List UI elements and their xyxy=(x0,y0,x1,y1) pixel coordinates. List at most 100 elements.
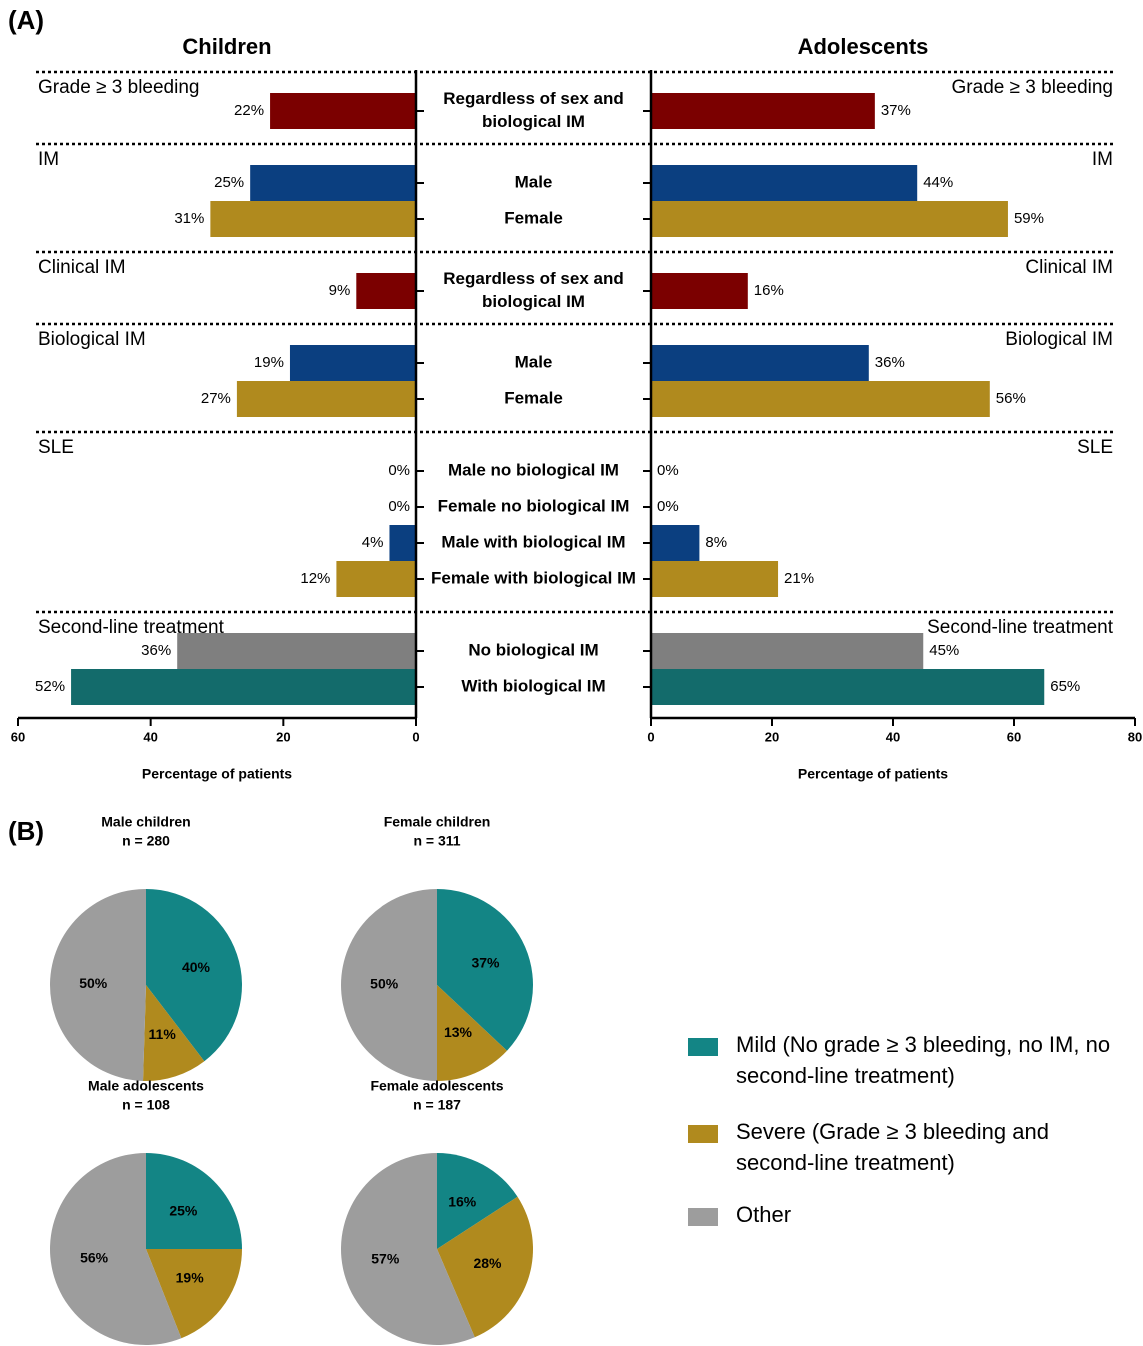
value-label: 57% xyxy=(371,1250,400,1266)
category-label: Regardless of sex and biological IM xyxy=(426,88,641,134)
value-label: 44% xyxy=(923,174,953,191)
bar xyxy=(651,525,700,561)
panel-label: (A) xyxy=(8,5,44,35)
value-label: 52% xyxy=(35,678,65,695)
value-label: 50% xyxy=(370,976,399,992)
bar xyxy=(651,381,990,417)
value-label: 16% xyxy=(448,1193,477,1209)
pie-slice xyxy=(437,985,507,1081)
pie-slice xyxy=(146,889,242,1062)
category-label: Regardless of sex and biological IM xyxy=(426,268,641,314)
value-label: 45% xyxy=(929,642,959,659)
bar xyxy=(651,633,924,669)
value-label: 0% xyxy=(388,462,410,479)
value-label: 16% xyxy=(754,282,784,299)
bar xyxy=(651,345,869,381)
pie-title: Male children xyxy=(101,814,190,830)
legend-label: Mild (No grade ≥ 3 bleeding, no IM, no s… xyxy=(736,1032,1111,1088)
legend-swatch xyxy=(688,1038,718,1056)
pie-title: Male adolescents xyxy=(88,1078,204,1094)
value-label: 37% xyxy=(881,102,911,119)
bar xyxy=(236,381,416,417)
pie-title: Female children xyxy=(384,814,491,830)
value-label: 31% xyxy=(174,210,204,227)
pie-slice xyxy=(49,1153,182,1345)
value-label: 0% xyxy=(388,498,410,515)
bar xyxy=(71,669,417,705)
x-tick-label: 40 xyxy=(143,729,157,744)
pie-title: Female adolescents xyxy=(370,1078,503,1094)
legend-label: Severe (Grade ≥ 3 bleeding and second-li… xyxy=(736,1119,1049,1175)
category-label: Male no biological IM xyxy=(426,459,641,483)
bar xyxy=(651,165,918,201)
category-label: Male xyxy=(426,351,641,375)
bar xyxy=(210,201,416,237)
value-label: 11% xyxy=(149,1026,177,1042)
pie-slice xyxy=(146,1153,242,1249)
x-tick-label: 20 xyxy=(276,729,290,744)
panel-label: (B) xyxy=(8,816,44,846)
bar xyxy=(250,165,416,201)
x-tick-label: 80 xyxy=(1128,729,1142,744)
bar xyxy=(389,525,416,561)
bar xyxy=(651,201,1008,237)
value-label: 12% xyxy=(300,570,330,587)
x-tick-label: 0 xyxy=(647,729,654,744)
group-label: Biological IM xyxy=(38,329,146,350)
panel-title: Adolescents xyxy=(798,34,929,59)
legend-swatch xyxy=(688,1208,718,1226)
value-label: 28% xyxy=(473,1255,502,1271)
pie-slice xyxy=(437,1196,534,1338)
group-label: Grade ≥ 3 bleeding xyxy=(38,77,199,98)
value-label: 8% xyxy=(705,534,727,551)
pie-slice xyxy=(341,889,437,1081)
group-label: SLE xyxy=(1077,437,1113,458)
value-label: 4% xyxy=(362,534,384,551)
group-label: Second-line treatment xyxy=(38,617,225,638)
x-tick-label: 60 xyxy=(1007,729,1021,744)
group-label: IM xyxy=(1092,149,1113,170)
value-label: 0% xyxy=(657,462,679,479)
category-label: No biological IM xyxy=(426,639,641,663)
pie-slice xyxy=(49,889,146,1081)
pie-slice xyxy=(437,889,533,1051)
category-label: Male xyxy=(426,171,641,195)
category-label: With biological IM xyxy=(426,675,641,699)
x-tick-label: 0 xyxy=(412,729,419,744)
value-label: 19% xyxy=(254,354,284,371)
x-axis-title: Percentage of patients xyxy=(142,766,292,782)
legend-label: Other xyxy=(736,1202,792,1227)
bar xyxy=(270,93,416,129)
category-label: Female xyxy=(426,207,641,231)
category-label: Female no biological IM xyxy=(426,495,641,519)
value-label: 37% xyxy=(471,955,500,971)
pie-subtitle: n = 108 xyxy=(122,1097,170,1113)
group-label: IM xyxy=(38,149,59,170)
group-label: Grade ≥ 3 bleeding xyxy=(952,77,1113,98)
bar xyxy=(651,93,875,129)
group-label: Second-line treatment xyxy=(927,617,1114,638)
group-label: Clinical IM xyxy=(1025,257,1113,278)
group-label: Biological IM xyxy=(1005,329,1113,350)
value-label: 65% xyxy=(1050,678,1080,695)
x-axis-title: Percentage of patients xyxy=(798,766,948,782)
pie-slice xyxy=(146,1249,242,1339)
x-tick-label: 40 xyxy=(886,729,900,744)
bar xyxy=(356,273,416,309)
value-label: 19% xyxy=(176,1269,205,1285)
pie-subtitle: n = 311 xyxy=(413,833,460,849)
value-label: 25% xyxy=(214,174,244,191)
value-label: 0% xyxy=(657,498,679,515)
value-label: 22% xyxy=(234,102,264,119)
bar xyxy=(651,561,779,597)
value-label: 21% xyxy=(784,570,814,587)
value-label: 36% xyxy=(875,354,905,371)
pie-slice xyxy=(341,1153,475,1345)
category-label: Female with biological IM xyxy=(426,567,641,591)
pie-subtitle: n = 187 xyxy=(413,1097,461,1113)
value-label: 56% xyxy=(80,1250,109,1266)
panel-title: Children xyxy=(182,34,271,59)
group-label: Clinical IM xyxy=(38,257,126,278)
legend-swatch xyxy=(688,1125,718,1143)
